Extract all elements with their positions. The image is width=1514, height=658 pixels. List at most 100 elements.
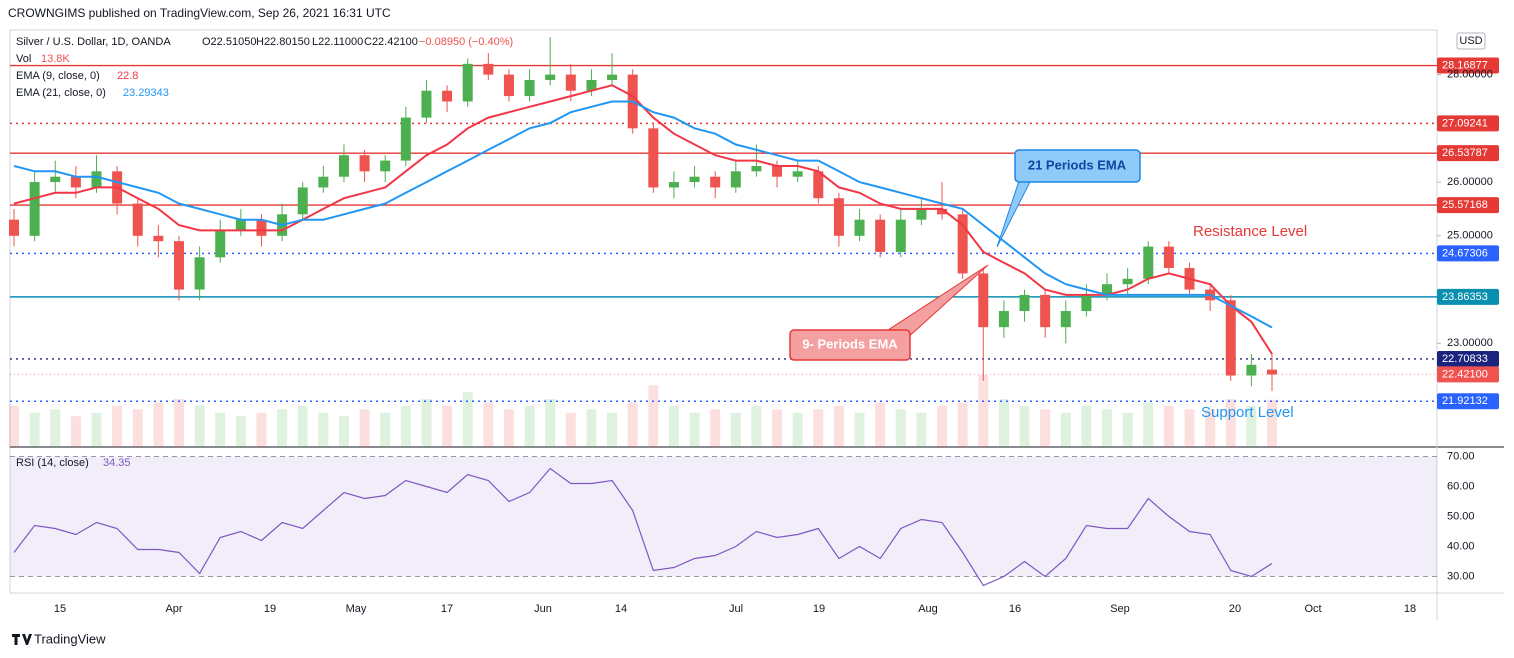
volume-bar xyxy=(648,385,659,447)
volume-bar xyxy=(112,405,123,447)
volume-bar xyxy=(668,405,679,447)
y-tick-label: 28.00000 xyxy=(1447,69,1493,81)
level-label: 23.86353 xyxy=(1442,291,1488,303)
candle-body xyxy=(29,182,40,236)
legend-text: EMA (21, close, 0) xyxy=(16,87,106,99)
candle-body xyxy=(854,219,865,236)
candle-body xyxy=(689,176,700,183)
x-tick-label: Aug xyxy=(918,603,938,615)
volume-bar xyxy=(833,405,844,447)
volume-bar xyxy=(132,409,143,447)
candle-body xyxy=(91,171,102,188)
candle-body xyxy=(916,208,927,220)
legend-text: 13.8K xyxy=(41,53,70,65)
level-label: 21.92132 xyxy=(1442,395,1488,407)
candle-body xyxy=(338,155,349,177)
candle-body xyxy=(833,198,844,236)
rsi-tick-label: 60.00 xyxy=(1447,480,1475,492)
candle-body xyxy=(772,165,783,177)
volume-bar xyxy=(524,405,535,447)
candle-body xyxy=(875,219,886,252)
level-label-box xyxy=(1437,115,1499,132)
level-label-box xyxy=(1437,366,1499,383)
ema-line xyxy=(13,100,1273,329)
volume-bar xyxy=(215,412,226,447)
candle-body xyxy=(359,155,370,172)
x-tick-label: Oct xyxy=(1304,603,1321,615)
candle-body xyxy=(1102,284,1113,295)
candle-body xyxy=(937,208,948,215)
candle-body xyxy=(1143,246,1154,279)
volume-bar xyxy=(875,402,886,447)
volume-bar xyxy=(957,402,968,447)
candle-body xyxy=(710,176,721,188)
volume-bar xyxy=(338,416,349,447)
volume-bar xyxy=(978,375,989,447)
volume-bar xyxy=(627,402,638,447)
candle-body xyxy=(524,79,535,97)
rsi-tick-label: 30.00 xyxy=(1447,570,1475,582)
candle-body xyxy=(1225,300,1236,376)
volume-bar xyxy=(400,405,411,447)
candle-body xyxy=(503,74,514,97)
candle-body xyxy=(400,117,411,161)
volume-bar xyxy=(565,412,576,447)
callout-text: 9- Periods EMA xyxy=(802,336,898,351)
level-label: 27.09241 xyxy=(1442,117,1488,129)
level-label: 28.16877 xyxy=(1442,59,1488,71)
volume-bar xyxy=(937,405,948,447)
candle-body xyxy=(462,63,473,102)
x-tick-label: Jun xyxy=(534,603,552,615)
callout-text: 21 Periods EMA xyxy=(1028,157,1127,172)
callout-box xyxy=(789,329,911,361)
volume-bar xyxy=(1081,405,1092,447)
header: CROWNGIMS published on TradingView.com, … xyxy=(8,6,391,20)
volume-bar xyxy=(1184,409,1195,447)
x-tick-label: Jul xyxy=(729,603,743,615)
legend-text: −0.08950 (−0.40%) xyxy=(419,36,513,48)
volume-bar xyxy=(1246,405,1257,447)
volume-bar xyxy=(730,412,741,447)
volume-bar xyxy=(710,409,721,447)
volume-bar xyxy=(813,409,824,447)
candle-body xyxy=(421,90,432,118)
level-label: 25.57168 xyxy=(1442,199,1488,211)
candle-body xyxy=(297,187,308,215)
level-label: 22.42100 xyxy=(1442,368,1488,380)
y-tick-label: 26.00000 xyxy=(1447,176,1493,188)
level-label: 26.53787 xyxy=(1442,147,1488,159)
volume-bar xyxy=(483,402,494,447)
candle-body xyxy=(50,176,61,183)
volume-bar xyxy=(792,412,803,447)
candle-body xyxy=(730,171,741,188)
candle-body xyxy=(792,171,803,177)
volume-bar xyxy=(70,416,81,447)
volume-bar xyxy=(318,412,329,447)
resistance-label: Resistance Level xyxy=(1193,223,1307,240)
candle-body xyxy=(235,219,246,231)
x-tick-label: Apr xyxy=(165,603,182,615)
logo xyxy=(12,634,32,645)
legend-text: Silver / U.S. Dollar, 1D, OANDA xyxy=(16,36,171,48)
candle-body xyxy=(586,79,597,91)
x-tick-label: 16 xyxy=(1009,603,1021,615)
volume-bar xyxy=(91,412,102,447)
candle-body xyxy=(380,160,391,172)
volume-bar xyxy=(173,399,184,447)
level-label: 22.70833 xyxy=(1442,353,1488,365)
volume-bar xyxy=(1040,409,1051,447)
volume-bar xyxy=(256,412,267,447)
x-tick-label: Sep xyxy=(1110,603,1130,615)
x-tick-label: 20 xyxy=(1229,603,1241,615)
volume-bar xyxy=(751,405,762,447)
level-label-box xyxy=(1437,393,1499,410)
volume-bar xyxy=(586,409,597,447)
candle-body xyxy=(1081,294,1092,312)
volume-bar xyxy=(895,409,906,447)
y-tick-label: 23.00000 xyxy=(1447,337,1493,349)
callout-box xyxy=(1014,149,1141,183)
volume-bar xyxy=(689,412,700,447)
volume-bar xyxy=(1122,412,1133,447)
rsi-line xyxy=(13,467,1273,587)
